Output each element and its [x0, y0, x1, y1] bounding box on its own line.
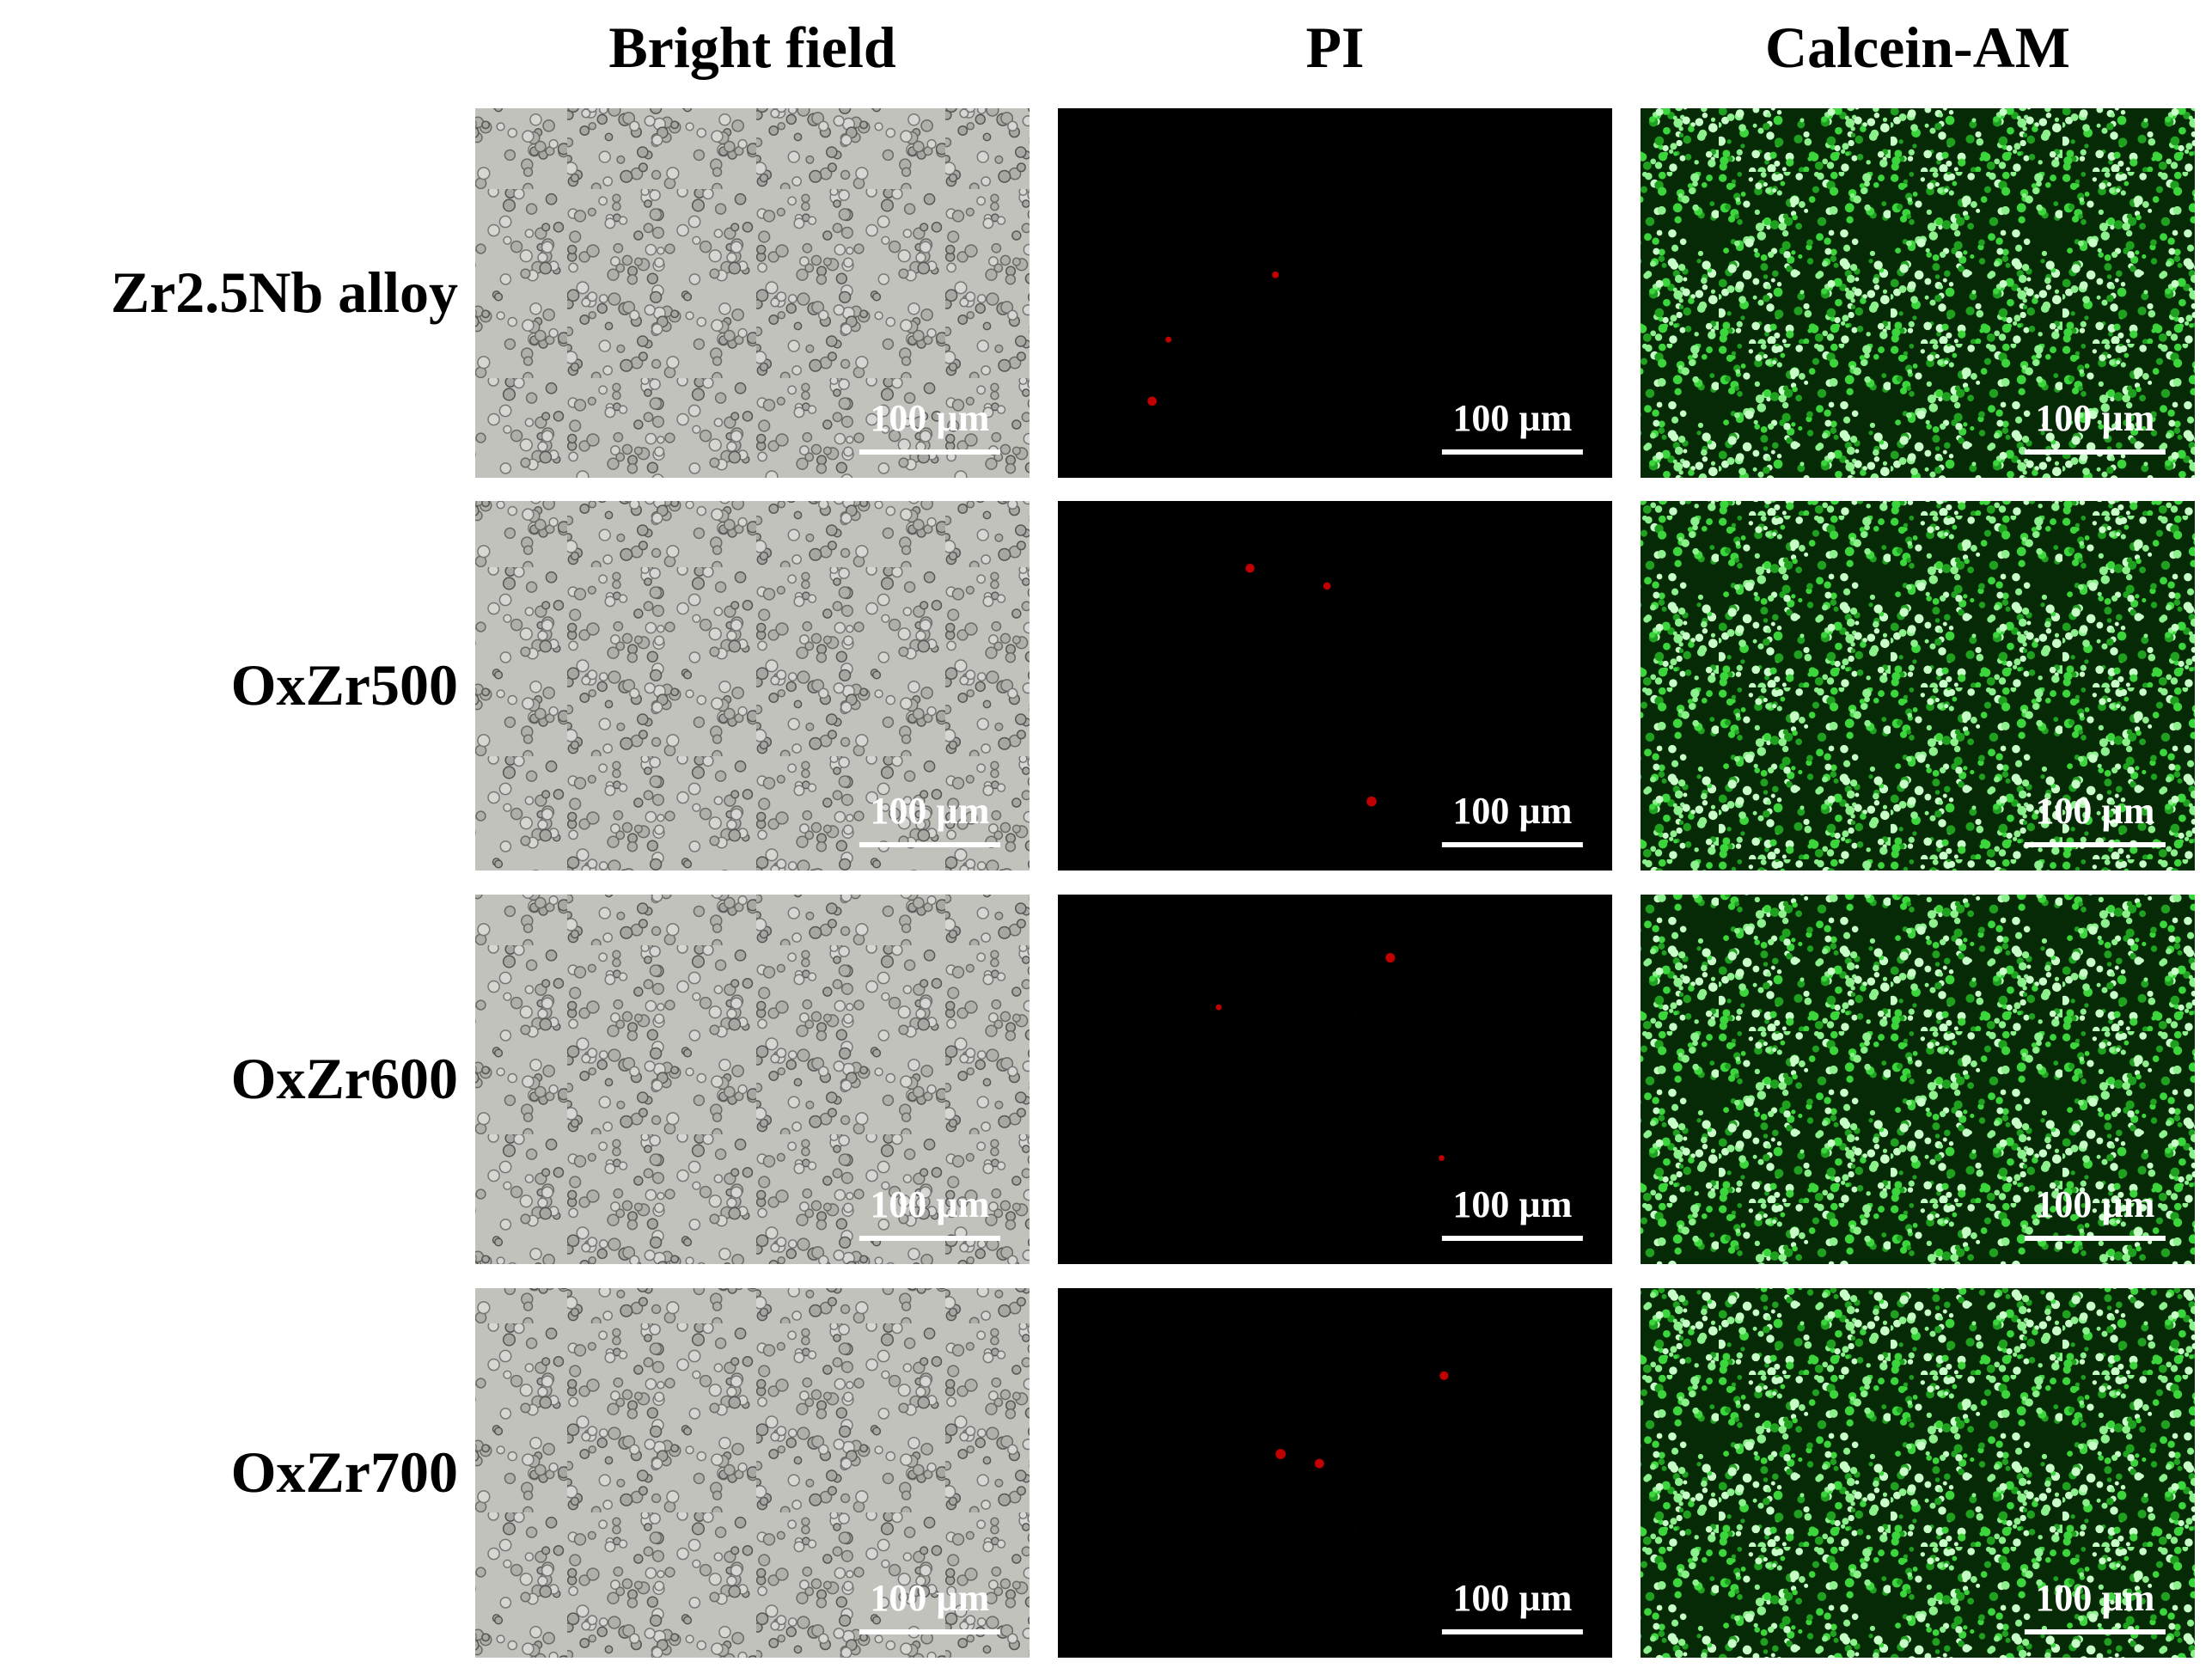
pi-signal	[1272, 271, 1280, 278]
micrograph-panel: 100 µm	[475, 1288, 1030, 1658]
pi-signal	[1314, 1458, 1324, 1469]
micrograph	[1641, 1288, 2195, 1658]
micrograph-panel: 100 µm	[475, 895, 1030, 1264]
scale-bar-label: 100 µm	[870, 790, 989, 832]
pi-signal	[1385, 952, 1396, 963]
pi-signal	[1275, 1449, 1286, 1459]
pi-signal	[1366, 796, 1377, 807]
micrograph	[1641, 108, 2195, 478]
micrograph-panel: 100 µm	[1641, 1288, 2195, 1658]
column-header: PI	[1306, 15, 1365, 80]
micrograph-panel: 100 µm	[1058, 108, 1612, 478]
row-label: OxZr700	[231, 1439, 458, 1505]
micrograph	[475, 1288, 1030, 1658]
scale-bar-label: 100 µm	[1452, 1577, 1572, 1619]
pi-signal	[1147, 396, 1158, 406]
scale-bar-label: 100 µm	[2035, 1183, 2154, 1225]
micrograph	[1641, 501, 2195, 871]
micrograph	[1058, 1288, 1612, 1658]
column-header: Calcein-AM	[1765, 15, 2070, 80]
scale-bar-label: 100 µm	[2035, 1577, 2154, 1619]
micrograph-panel: 100 µm	[1058, 895, 1612, 1264]
pi-signal	[1215, 1004, 1222, 1011]
scale-bar-label: 100 µm	[2035, 397, 2154, 439]
micrograph-panel: 100 µm	[475, 108, 1030, 478]
scale-bar-label: 100 µm	[2035, 790, 2154, 832]
micrograph-panel: 100 µm	[1641, 895, 2195, 1264]
row-label: OxZr500	[231, 652, 458, 718]
micrograph	[475, 108, 1030, 478]
pi-signal	[1439, 1155, 1445, 1161]
row-label: Zr2.5Nb alloy	[111, 260, 458, 325]
scale-bar-label: 100 µm	[1452, 397, 1572, 439]
scale-bar-label: 100 µm	[1452, 790, 1572, 832]
pi-signal	[1165, 336, 1172, 343]
micrograph-panel: 100 µm	[1641, 501, 2195, 871]
row-label: OxZr600	[231, 1046, 458, 1111]
pi-signal	[1439, 1371, 1449, 1381]
scale-bar-label: 100 µm	[870, 397, 989, 439]
pi-signal	[1323, 582, 1331, 590]
pi-signal	[1245, 564, 1255, 573]
micrograph	[475, 501, 1030, 871]
micrograph-panel: 100 µm	[1641, 108, 2195, 478]
micrograph	[1058, 108, 1612, 478]
micrograph	[1641, 895, 2195, 1264]
micrograph	[1058, 501, 1612, 871]
micrograph	[475, 895, 1030, 1264]
scale-bar-label: 100 µm	[1452, 1183, 1572, 1225]
scale-bar-label: 100 µm	[870, 1577, 989, 1619]
micrograph-panel: 100 µm	[1058, 1288, 1612, 1658]
micrograph	[1058, 895, 1612, 1264]
micrograph-panel: 100 µm	[475, 501, 1030, 871]
column-header: Bright field	[608, 15, 896, 80]
micrograph-panel: 100 µm	[1058, 501, 1612, 871]
scale-bar-label: 100 µm	[870, 1183, 989, 1225]
